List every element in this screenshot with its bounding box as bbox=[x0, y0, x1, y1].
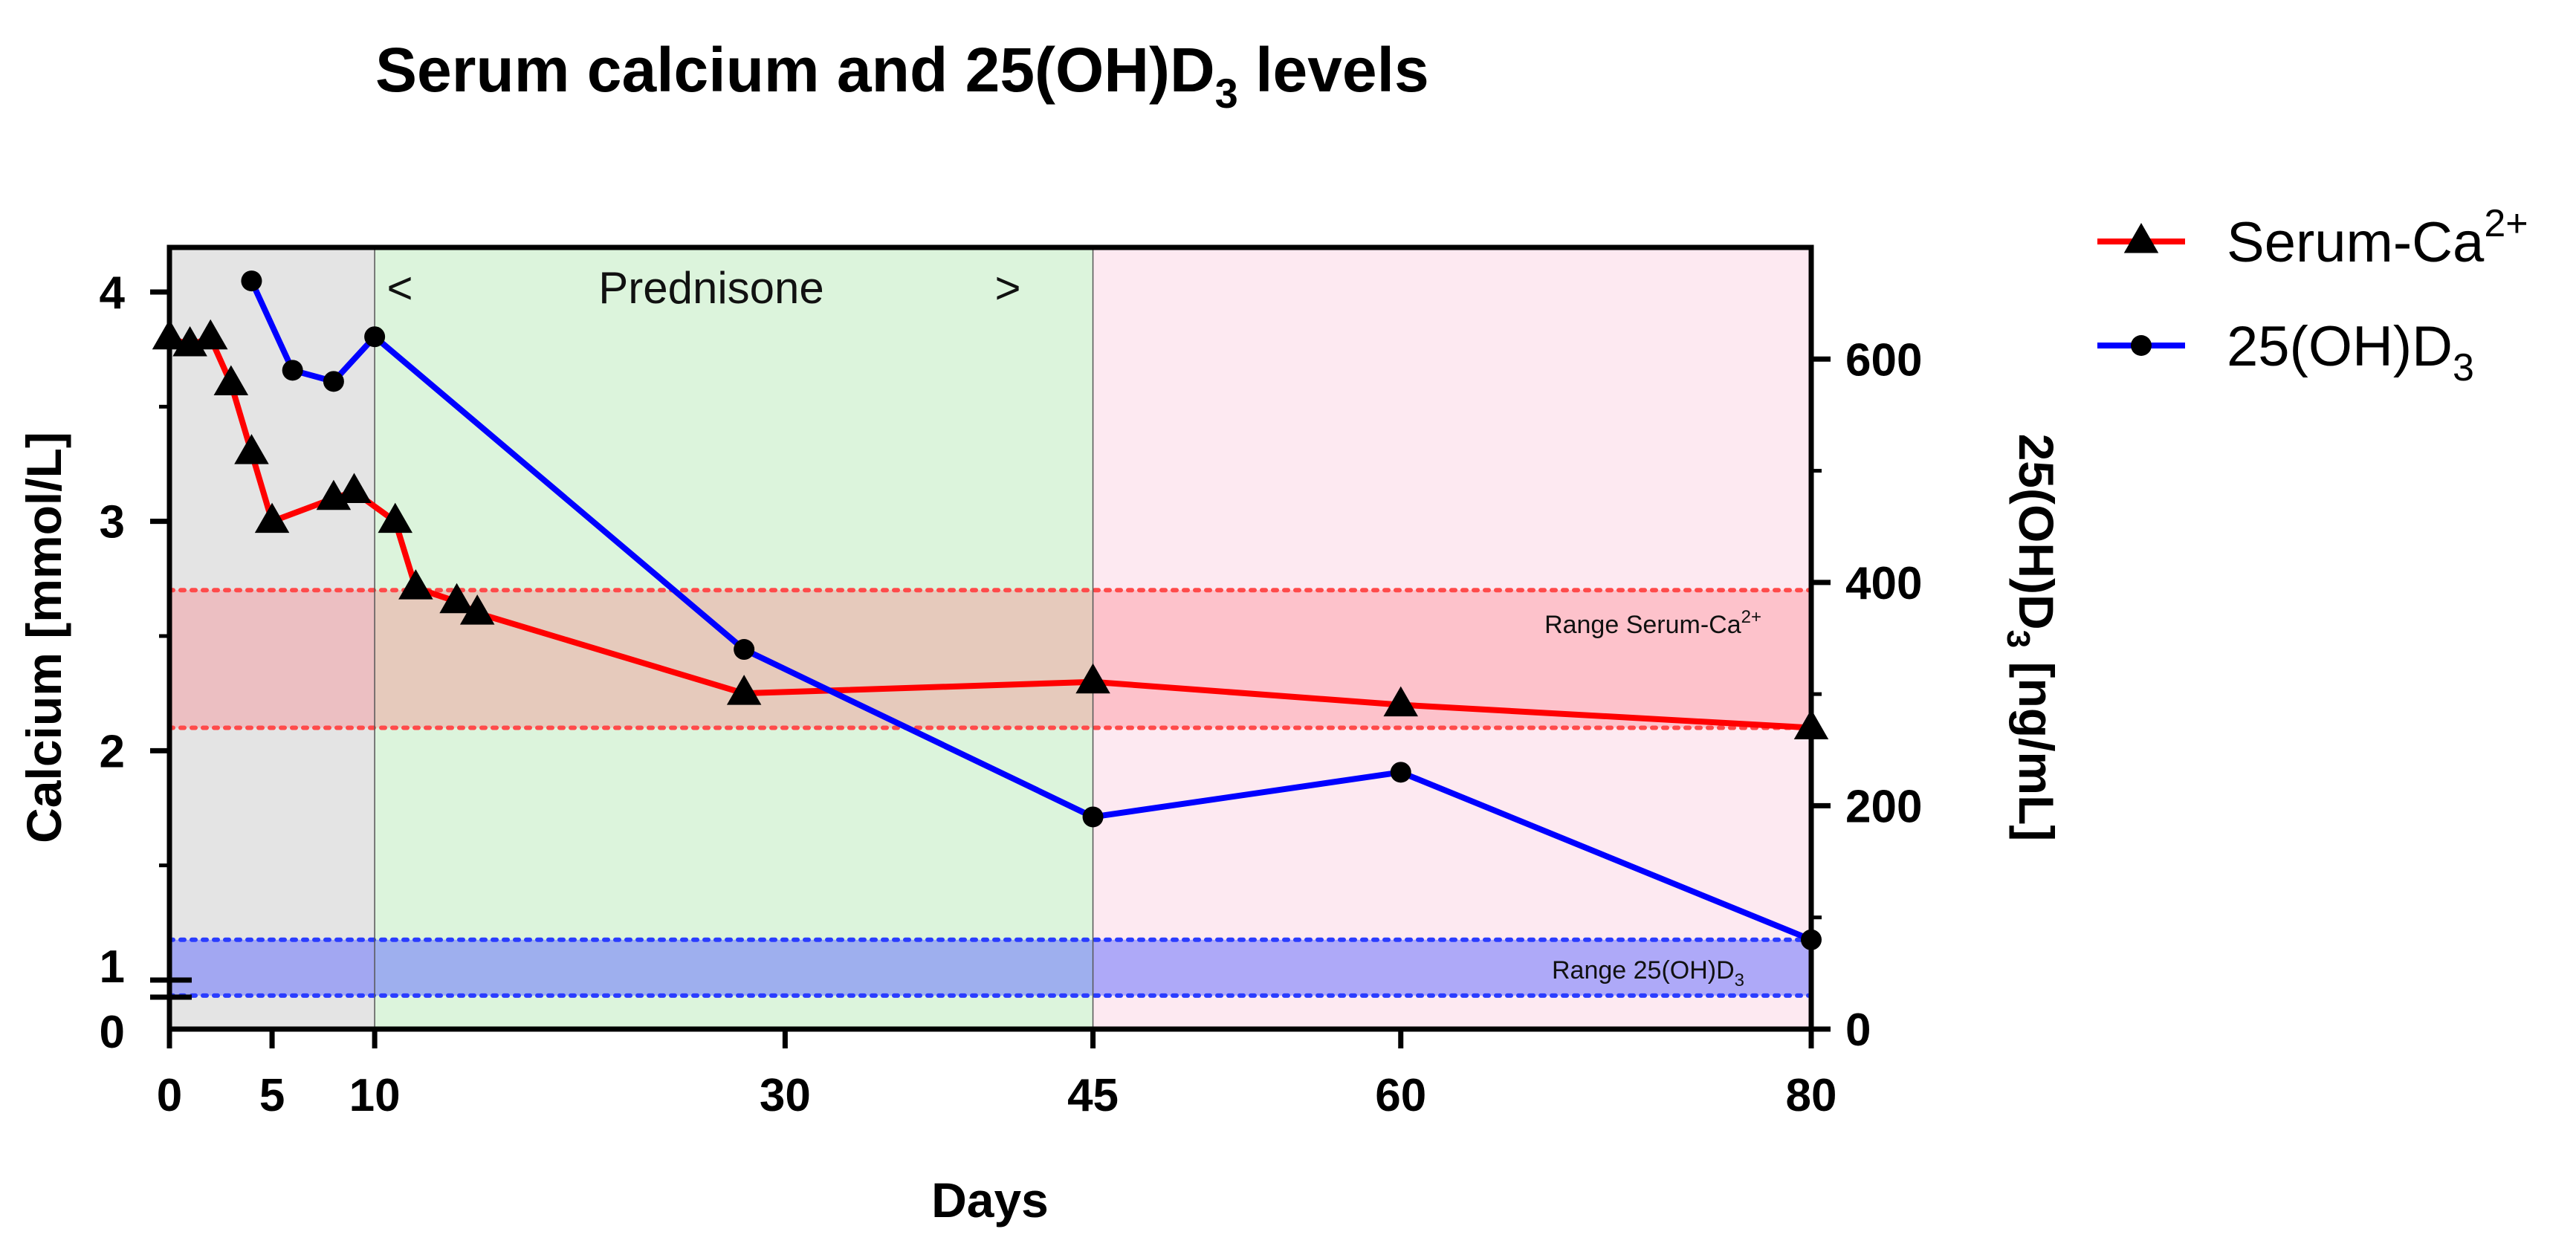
phase-boundaries bbox=[374, 247, 1094, 1029]
data-point-serum-calcium bbox=[213, 365, 249, 395]
prednisone-annotation: < Prednisone > bbox=[386, 263, 1020, 313]
legend-label-vitamin-d: 25(OH)D3 bbox=[2227, 315, 2474, 389]
x-tick-label: 10 bbox=[349, 1070, 401, 1121]
series-line-serum-calcium bbox=[168, 334, 1812, 731]
range-band-vitd bbox=[169, 939, 1811, 996]
x-tick-label: 0 bbox=[157, 1070, 182, 1121]
x-tick-label: 60 bbox=[1375, 1070, 1426, 1121]
data-point-serum-calcium bbox=[398, 569, 433, 600]
data-point-serum-calcium bbox=[1383, 686, 1418, 717]
phase-band-post bbox=[1093, 247, 1811, 1029]
legend-marker-serum-calcium bbox=[2123, 223, 2159, 253]
data-point-vitamin-d bbox=[241, 270, 262, 292]
prednisone-label: Prednisone bbox=[598, 263, 824, 313]
y-right-tick-label: 400 bbox=[1845, 558, 1922, 609]
y-right-tick-label: 200 bbox=[1845, 781, 1922, 832]
chart-title-group: Serum calcium and 25(OH)D3 levels bbox=[375, 35, 1429, 117]
chart-title: Serum calcium and 25(OH)D3 levels bbox=[375, 35, 1429, 117]
y-right-axis-label: 25(OH)D3 [ng/mL] bbox=[2000, 434, 2064, 842]
data-point-serum-calcium bbox=[378, 502, 412, 533]
reference-ranges: Range Serum-Ca2+ Range 25(OH)D3 bbox=[167, 588, 1813, 998]
x-tick-label: 30 bbox=[760, 1070, 811, 1121]
range-label-vitd: Range 25(OH)D3 bbox=[1552, 956, 1744, 990]
y-left-tick-label: 4 bbox=[100, 267, 126, 319]
y-left-tick-label: 2 bbox=[100, 726, 125, 777]
plot-frame bbox=[166, 244, 1814, 1032]
prednisone-close-bracket: > bbox=[994, 263, 1020, 313]
y-right-tick-label: 600 bbox=[1845, 334, 1922, 386]
plot-border bbox=[166, 244, 1814, 1032]
legend-label-serum-calcium: Serum-Ca2+ bbox=[2227, 202, 2528, 274]
data-point-serum-calcium bbox=[234, 434, 269, 464]
range-label-calcium: Range Serum-Ca2+ bbox=[1544, 607, 1761, 639]
x-tick-label: 5 bbox=[259, 1070, 285, 1121]
y-left-tick-label: 1 bbox=[100, 941, 125, 993]
x-tick-label: 80 bbox=[1786, 1070, 1837, 1121]
y-left-axis-label: Calcium [mmol/L] bbox=[16, 432, 71, 843]
x-axis-label: Days bbox=[931, 1172, 1049, 1227]
data-point-vitamin-d bbox=[1390, 762, 1411, 783]
data-point-serum-calcium bbox=[337, 473, 372, 504]
y-right-tick-label: 0 bbox=[1845, 1005, 1871, 1056]
data-point-serum-calcium bbox=[1075, 663, 1110, 694]
x-tick-label: 45 bbox=[1067, 1070, 1119, 1121]
data-point-vitamin-d bbox=[364, 326, 386, 348]
data-point-serum-calcium bbox=[439, 583, 474, 614]
data-point-vitamin-d bbox=[323, 371, 344, 392]
data-point-serum-calcium bbox=[254, 502, 290, 533]
data-point-serum-calcium bbox=[726, 675, 762, 705]
prednisone-open-bracket: < bbox=[386, 263, 412, 313]
data-point-vitamin-d bbox=[1082, 806, 1104, 828]
legend-marker-vitamin-d bbox=[2131, 335, 2152, 356]
legend: Serum-Ca2+ 25(OH)D3 bbox=[2097, 202, 2528, 389]
data-point-serum-calcium bbox=[459, 594, 495, 625]
y-left-tick-label: 3 bbox=[100, 497, 125, 548]
y-left-tick-label: 0 bbox=[100, 1007, 125, 1058]
data-point-vitamin-d bbox=[282, 360, 303, 381]
data-point-vitamin-d bbox=[734, 639, 755, 661]
data-point-serum-calcium bbox=[192, 319, 228, 350]
